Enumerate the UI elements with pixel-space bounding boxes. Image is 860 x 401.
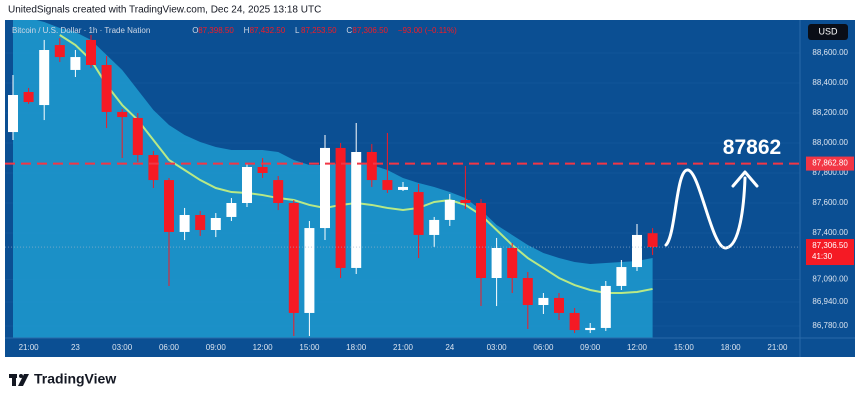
plot-area (5, 20, 800, 338)
candle-body (86, 39, 96, 65)
candle-body (460, 200, 471, 203)
candle-body (23, 92, 34, 103)
candle-body (616, 267, 627, 286)
arrow-head (731, 170, 759, 188)
ohlc-key: L (295, 26, 300, 35)
change-label: −93.00 (−0.11%) (398, 26, 457, 35)
last-price-label: 87,306.50 (812, 241, 848, 250)
candle-body (195, 215, 206, 230)
candle-body (70, 57, 81, 70)
x-tick-label: 18:00 (346, 343, 367, 352)
candle-body (288, 203, 299, 313)
candle-body (226, 203, 237, 217)
candle-body (273, 180, 284, 203)
header: UnitedSignals created with TradingView.c… (8, 5, 321, 16)
candle-body (304, 228, 315, 313)
candle-body (554, 297, 564, 313)
tv-logo (9, 374, 29, 386)
candle-body (335, 147, 346, 268)
currency-box (808, 24, 848, 40)
x-tick-label: 09:00 (580, 343, 601, 352)
candle-body (257, 167, 268, 173)
ohlc-key: H (244, 26, 250, 35)
footer-logo-text: TradingView (34, 371, 116, 387)
x-tick-label: 23 (71, 343, 80, 352)
candle-body (507, 248, 518, 278)
x-tick-label: 15:00 (674, 343, 695, 352)
y-tick-label: 87,600.00 (812, 198, 848, 207)
candle-body (54, 45, 65, 58)
countdown: 41:30 (812, 252, 833, 261)
candle-body (569, 312, 580, 331)
candle-body (413, 192, 424, 235)
candle-body (210, 218, 221, 230)
candle-body (366, 152, 377, 181)
y-tick-label: 87,090.00 (812, 275, 848, 284)
candle-body (600, 285, 611, 328)
annotation: 87862 (723, 136, 781, 159)
candle-body (585, 327, 596, 331)
candle-body (538, 297, 549, 305)
level-label: 87,862.80 (812, 159, 848, 168)
y-tick-label: 88,000.00 (812, 138, 848, 147)
x-tick-label: 03:00 (487, 343, 508, 352)
x-tick-label: 06:00 (533, 343, 554, 352)
candle-body (148, 155, 159, 181)
last-price-box (806, 239, 854, 266)
x-tick-label: 21:00 (19, 343, 40, 352)
y-tick-label: 86,780.00 (812, 321, 848, 330)
candle-body (179, 215, 190, 232)
candle-body (117, 111, 128, 118)
candle-body (491, 248, 502, 278)
y-tick-label: 87,800.00 (812, 168, 848, 177)
x-tick-label: 03:00 (112, 343, 133, 352)
candle-body (164, 180, 174, 232)
candle-body (398, 186, 408, 190)
candle-body (8, 95, 18, 133)
x-tick-label: 21:00 (393, 343, 414, 352)
candle-body (382, 180, 393, 190)
candle-body (444, 200, 455, 220)
candle-body (132, 117, 143, 155)
candle-body (522, 278, 533, 305)
y-tick-label: 86,940.00 (812, 297, 848, 306)
candle-body (320, 147, 330, 229)
candle-body (39, 50, 50, 106)
candle-body (242, 167, 252, 203)
candle-body (632, 234, 642, 268)
x-tick-label: 21:00 (767, 343, 788, 352)
currency: USD (818, 26, 838, 36)
ohlc-value: 87,398.50 (198, 26, 234, 35)
candle-body (647, 233, 658, 248)
candle-body (476, 203, 486, 278)
x-tick-label: 24 (445, 343, 454, 352)
y-tick-label: 88,600.00 (812, 48, 848, 57)
y-tick-label: 88,200.00 (812, 108, 848, 117)
x-tick-label: 18:00 (721, 343, 742, 352)
ohlc-value: 87,432.50 (250, 26, 286, 35)
x-tick-label: 06:00 (159, 343, 180, 352)
ohlc-value: 87,306.50 (352, 26, 388, 35)
y-tick-label: 87,400.00 (812, 228, 848, 237)
x-tick-label: 09:00 (206, 343, 227, 352)
ohlc-key: C (346, 26, 352, 35)
ohlc-key: O (192, 26, 198, 35)
x-tick-label: 12:00 (627, 343, 648, 352)
drawn-arrow (664, 168, 747, 250)
candle-body (351, 152, 362, 268)
level-label-box (806, 156, 854, 171)
ohlc-value: 87,253.50 (301, 26, 337, 35)
y-tick-label: 88,400.00 (812, 78, 848, 87)
chart-title: Bitcoin / U.S. Dollar · 1h · Trade Natio… (12, 26, 150, 35)
x-tick-label: 15:00 (299, 343, 320, 352)
x-tick-label: 12:00 (253, 343, 274, 352)
candle-body (429, 219, 440, 235)
candle-body (101, 65, 112, 112)
